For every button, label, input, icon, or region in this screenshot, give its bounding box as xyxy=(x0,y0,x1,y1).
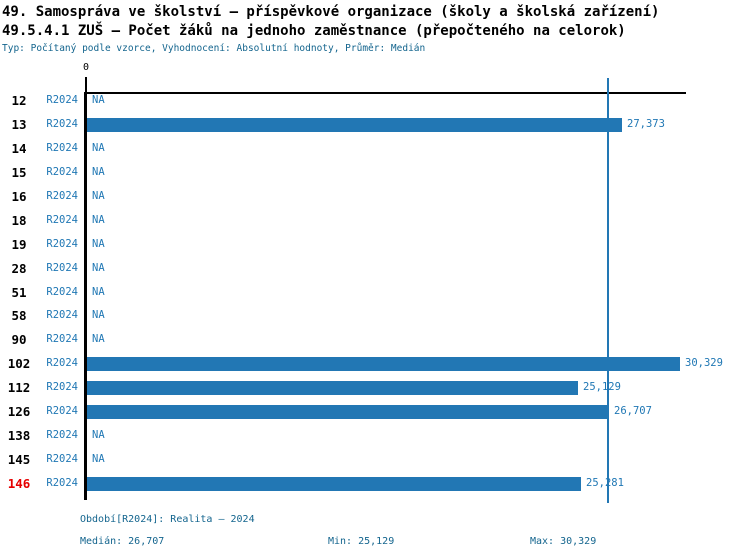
footer-median-label: Medián: 26,707 xyxy=(80,536,165,547)
bar-row: 18 R2024 NA xyxy=(0,209,750,233)
bar-row: 14 R2024 NA xyxy=(0,137,750,161)
series-period-label: R2024 xyxy=(46,213,78,226)
bar-value-label: 25,129 xyxy=(583,381,621,394)
series-period-label: R2024 xyxy=(46,261,78,274)
na-value-label: NA xyxy=(92,237,105,250)
category-label: 51 xyxy=(11,284,27,300)
footer-min-label: Min: 25,129 xyxy=(328,536,395,547)
category-label: 19 xyxy=(11,236,27,252)
na-value-label: NA xyxy=(92,141,105,154)
bar-value-label: 27,373 xyxy=(627,117,665,130)
category-label: 126 xyxy=(7,404,31,420)
na-value-label: NA xyxy=(92,213,105,226)
category-label: 102 xyxy=(7,356,31,372)
x-axis-zero-label: 0 xyxy=(82,62,90,73)
category-label: 14 xyxy=(11,140,27,156)
y-axis-line xyxy=(84,92,87,500)
series-period-label: R2024 xyxy=(46,429,78,442)
x-axis-line xyxy=(85,92,686,94)
bar-row: 90 R2024 NA xyxy=(0,328,750,352)
category-label: 18 xyxy=(11,212,27,228)
series-period-label: R2024 xyxy=(46,333,78,346)
bar-row: 12 R2024 NA xyxy=(0,89,750,113)
bar-row: 145 R2024 NA xyxy=(0,448,750,472)
series-period-label: R2024 xyxy=(46,141,78,154)
na-value-label: NA xyxy=(92,309,105,322)
bar-row: 16 R2024 NA xyxy=(0,185,750,209)
bar xyxy=(87,357,680,372)
footer-period-label: Období[R2024]: Realita – 2024 xyxy=(80,514,255,525)
bar-row: 13 R2024 27,373 xyxy=(0,113,750,137)
bar-value-label: 26,707 xyxy=(614,405,652,418)
x-axis-zero-tick xyxy=(85,77,87,93)
footer-max-label: Max: 30,329 xyxy=(530,536,597,547)
series-period-label: R2024 xyxy=(46,381,78,394)
bar-row: 15 R2024 NA xyxy=(0,161,750,185)
category-label: 90 xyxy=(11,332,27,348)
series-period-label: R2024 xyxy=(46,477,78,489)
na-value-label: NA xyxy=(92,189,105,202)
bar xyxy=(87,477,581,491)
series-period-label: R2024 xyxy=(46,237,78,250)
chart-title-line-2: 49.5.4.1 ZUŠ – Počet žáků na jednoho zam… xyxy=(2,23,626,39)
category-label: 15 xyxy=(11,164,27,180)
series-period-label: R2024 xyxy=(46,309,78,322)
chart-title-line-1: 49. Samospráva ve školství – příspěvkové… xyxy=(2,4,660,20)
bar-row: 112 R2024 25,129 xyxy=(0,376,750,400)
category-label: 146 xyxy=(7,476,31,491)
series-period-label: R2024 xyxy=(46,165,78,178)
bar-row: 19 R2024 NA xyxy=(0,233,750,257)
bar xyxy=(87,117,622,132)
series-period-label: R2024 xyxy=(46,117,78,130)
category-label: 145 xyxy=(7,452,31,468)
bar xyxy=(87,405,609,420)
series-period-label: R2024 xyxy=(46,94,78,106)
chart-subtitle: Typ: Počítaný podle vzorce, Vyhodnocení:… xyxy=(2,43,426,54)
na-value-label: NA xyxy=(92,429,105,442)
bar-row: 51 R2024 NA xyxy=(0,281,750,305)
series-period-label: R2024 xyxy=(46,189,78,202)
category-label: 16 xyxy=(11,188,27,204)
na-value-label: NA xyxy=(92,261,105,274)
category-label: 58 xyxy=(11,308,27,324)
bar-value-label: 25,281 xyxy=(586,477,624,489)
bar-row: 126 R2024 26,707 xyxy=(0,400,750,424)
category-label: 112 xyxy=(7,380,31,396)
series-period-label: R2024 xyxy=(46,453,78,466)
category-label: 13 xyxy=(11,116,27,132)
bar-row: 28 R2024 NA xyxy=(0,257,750,281)
bar-value-label: 30,329 xyxy=(685,357,723,370)
series-period-label: R2024 xyxy=(46,357,78,370)
series-period-label: R2024 xyxy=(46,285,78,298)
bar-row: 102 R2024 30,329 xyxy=(0,352,750,376)
bar-row: 58 R2024 NA xyxy=(0,304,750,328)
bar-rows-container: 12 R2024 NA 13 R2024 27,373 14 R2024 NA 15 R2024 NA… xyxy=(0,89,750,496)
na-value-label: NA xyxy=(92,165,105,178)
category-label: 12 xyxy=(11,93,27,108)
na-value-label: NA xyxy=(92,453,105,466)
bar-row: 138 R2024 NA xyxy=(0,424,750,448)
na-value-label: NA xyxy=(92,333,105,346)
category-label: 28 xyxy=(11,260,27,276)
median-reference-line xyxy=(607,78,609,503)
bar-row: 146 R2024 25,281 xyxy=(0,472,750,496)
na-value-label: NA xyxy=(92,285,105,298)
series-period-label: R2024 xyxy=(46,405,78,418)
na-value-label: NA xyxy=(92,94,105,106)
bar xyxy=(87,381,578,396)
category-label: 138 xyxy=(7,428,31,444)
